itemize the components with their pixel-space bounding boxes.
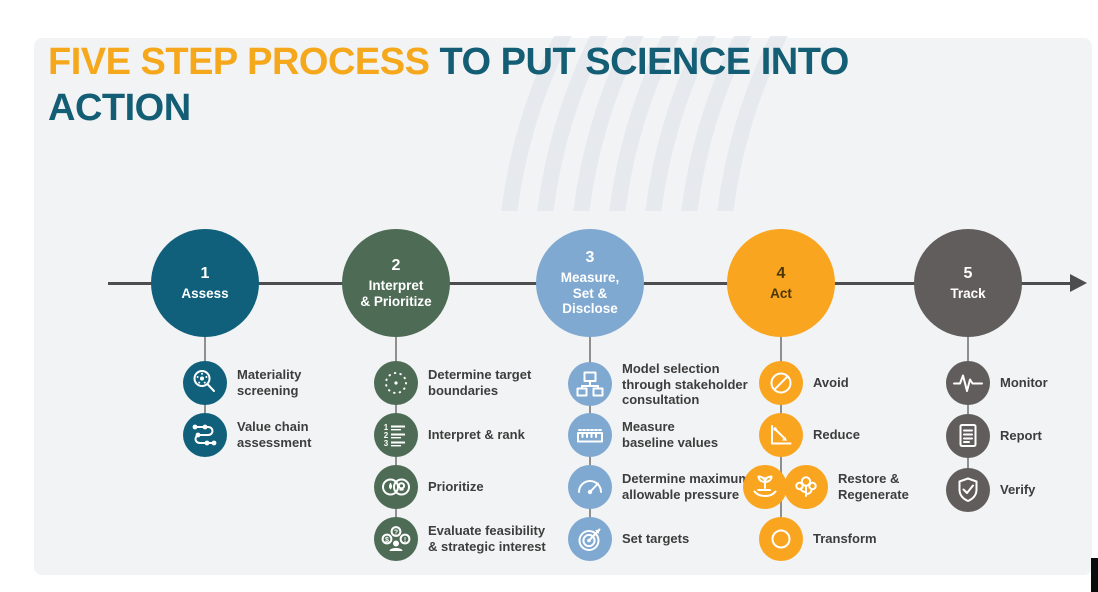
- hand-plant-icon: [743, 465, 787, 509]
- step-label: Track: [950, 285, 986, 301]
- item-label: Model selection through stakeholder cons…: [622, 361, 748, 408]
- item-label: Avoid: [813, 375, 849, 391]
- value-chain-icon: [183, 413, 227, 457]
- step-number: 3: [585, 248, 595, 266]
- reduce-chart-icon: [759, 413, 803, 457]
- step-label: Assess: [181, 285, 229, 301]
- svg-text:1: 1: [384, 423, 389, 432]
- svg-text:!: !: [404, 537, 406, 544]
- flow-arrow-icon: [1070, 274, 1087, 292]
- step-number: 2: [391, 256, 401, 274]
- item-label: Prioritize: [428, 479, 484, 495]
- step-circle-track: 5 Track: [914, 229, 1022, 337]
- step-circle-interpret-prioritize: 2 Interpret & Prioritize: [342, 229, 450, 337]
- process-item: Measure baseline values: [568, 413, 718, 457]
- item-label: Evaluate feasibility & strategic interes…: [428, 523, 546, 554]
- item-label: Verify: [1000, 482, 1036, 498]
- process-item: Prioritize: [374, 465, 484, 509]
- numbered-list-icon: 1 2 3: [374, 413, 418, 457]
- page-title: FIVE STEP PROCESS TO PUT SCIENCE INTO AC…: [48, 40, 1028, 131]
- process-item: Reduce: [759, 413, 860, 457]
- step-label: Interpret & Prioritize: [360, 277, 432, 309]
- svg-text:?: ?: [394, 529, 398, 536]
- process-item: Transform: [759, 517, 877, 561]
- process-item: Restore & Regenerate: [743, 465, 909, 509]
- process-item: Materiality screening: [183, 361, 301, 405]
- shield-check-icon: [946, 468, 990, 512]
- title-part-orange: FIVE STEP PROCESS: [48, 41, 430, 83]
- process-item: Determine target boundaries: [374, 361, 531, 405]
- item-label: Determine target boundaries: [428, 367, 532, 398]
- step-label: Act: [770, 285, 792, 301]
- ring-icon: [759, 517, 803, 561]
- process-item: 1 2 3 Interpret & rank: [374, 413, 525, 457]
- process-item: Avoid: [759, 361, 849, 405]
- item-label: Interpret & rank: [428, 427, 525, 443]
- item-label: Set targets: [622, 531, 690, 547]
- item-label: Monitor: [1000, 375, 1048, 391]
- item-label: Restore & Regenerate: [838, 471, 909, 502]
- step-number: 1: [200, 264, 210, 282]
- process-item: Monitor: [946, 361, 1048, 405]
- svg-text:2: 2: [384, 431, 389, 440]
- prohibit-icon: [759, 361, 803, 405]
- people-question-icon: $ ? !: [374, 517, 418, 561]
- step-number: 5: [963, 264, 973, 282]
- venn-bulb-icon: [374, 465, 418, 509]
- step-number: 4: [776, 264, 786, 282]
- corner-artifact: [1091, 558, 1098, 592]
- item-label: Measure baseline values: [622, 419, 719, 450]
- process-item: Verify: [946, 468, 1035, 512]
- pulse-icon: [946, 361, 990, 405]
- svg-text:3: 3: [384, 439, 389, 448]
- svg-text:$: $: [385, 537, 389, 544]
- ruler-icon: [568, 413, 612, 457]
- process-item: Report: [946, 414, 1042, 458]
- process-item: Set targets: [568, 517, 689, 561]
- org-chart-icon: [568, 362, 612, 407]
- item-label: Transform: [813, 531, 877, 547]
- step-circle-act: 4 Act: [727, 229, 835, 337]
- connector-line-step5: [967, 336, 969, 488]
- item-label: Materiality screening: [237, 367, 302, 398]
- step-label: Measure, Set & Disclose: [560, 269, 620, 317]
- dotted-boundary-icon: [374, 361, 418, 405]
- step-circle-assess: 1 Assess: [151, 229, 259, 337]
- gauge-icon: [568, 465, 612, 509]
- flower-icon: [784, 465, 828, 509]
- report-doc-icon: [946, 414, 990, 458]
- item-label: Reduce: [813, 427, 860, 443]
- target-dart-icon: [568, 517, 612, 561]
- item-label: Value chain assessment: [237, 419, 312, 450]
- item-label: Report: [1000, 428, 1042, 444]
- process-item: $ ? ! Evaluate feasibility & strategic i…: [374, 517, 546, 561]
- title-line2: ACTION: [48, 86, 191, 129]
- process-item: Value chain assessment: [183, 413, 311, 457]
- process-item: Model selection through stakeholder cons…: [568, 361, 748, 408]
- title-part-teal: TO PUT SCIENCE INTO: [429, 41, 850, 83]
- step-circle-measure-set-disclose: 3 Measure, Set & Disclose: [536, 229, 644, 337]
- item-label: Determine maximum allowable pressure: [622, 471, 750, 502]
- process-item: Determine maximum allowable pressure: [568, 465, 750, 509]
- magnifier-gear-icon: [183, 361, 227, 405]
